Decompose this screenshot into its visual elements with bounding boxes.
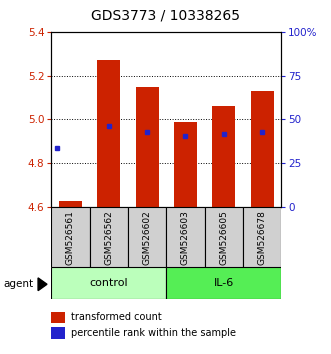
Bar — [166, 207, 205, 267]
Text: transformed count: transformed count — [71, 312, 162, 322]
Text: control: control — [89, 278, 128, 288]
Bar — [128, 207, 166, 267]
Text: agent: agent — [3, 279, 33, 289]
Text: GSM526603: GSM526603 — [181, 210, 190, 265]
Bar — [90, 207, 128, 267]
Bar — [174, 122, 197, 207]
Text: GSM526605: GSM526605 — [219, 210, 228, 265]
Text: IL-6: IL-6 — [214, 278, 234, 288]
Bar — [243, 207, 281, 267]
Bar — [251, 91, 274, 207]
Bar — [136, 87, 159, 207]
Bar — [166, 267, 281, 299]
Bar — [51, 207, 90, 267]
Text: GSM526562: GSM526562 — [104, 210, 113, 264]
Bar — [97, 60, 120, 207]
Text: GSM526561: GSM526561 — [66, 210, 75, 265]
Bar — [205, 207, 243, 267]
Text: GDS3773 / 10338265: GDS3773 / 10338265 — [91, 9, 240, 23]
Polygon shape — [38, 278, 47, 291]
Bar — [212, 106, 235, 207]
Text: GSM526602: GSM526602 — [143, 210, 152, 264]
Text: GSM526678: GSM526678 — [258, 210, 267, 265]
Text: percentile rank within the sample: percentile rank within the sample — [71, 328, 236, 338]
Bar — [51, 267, 166, 299]
Bar — [59, 200, 82, 207]
